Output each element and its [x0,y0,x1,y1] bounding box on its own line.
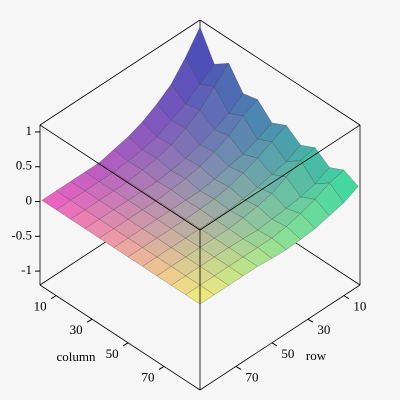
box-edge [199,19,361,126]
z-tick-label: 0 [26,193,33,208]
x-tick [86,318,93,323]
z-tick-label: 1 [26,123,33,138]
y-tick-label: 50 [281,346,294,361]
y-tick [343,295,350,300]
box-edge [39,284,201,391]
x-tick-label: 70 [142,369,155,384]
y-tick-label: 30 [317,322,330,337]
y-tick [271,342,278,347]
y-tick [235,365,242,370]
x-axis-label: column [57,349,96,364]
box-edge [199,124,361,231]
x-tick [50,295,57,300]
x-tick-label: 30 [70,322,83,337]
y-tick [307,318,314,323]
y-tick-label: 10 [353,299,366,314]
box-edge [39,124,201,231]
x-tick-label: 10 [34,299,47,314]
x-tick [158,365,165,370]
x-tick [122,342,129,347]
box-edge [39,19,201,126]
z-tick-label: -0.5 [11,227,32,242]
front-layer: -1 -0.5 0 0.5 1 10 30 50 70 10 30 50 70 column row [11,19,366,391]
box-edge [199,284,361,391]
y-axis-label: row [306,348,327,363]
x-tick-label: 50 [106,346,119,361]
z-tick-label: -1 [21,262,32,277]
z-tick-label: 0.5 [16,158,32,173]
y-tick-label: 70 [245,369,258,384]
